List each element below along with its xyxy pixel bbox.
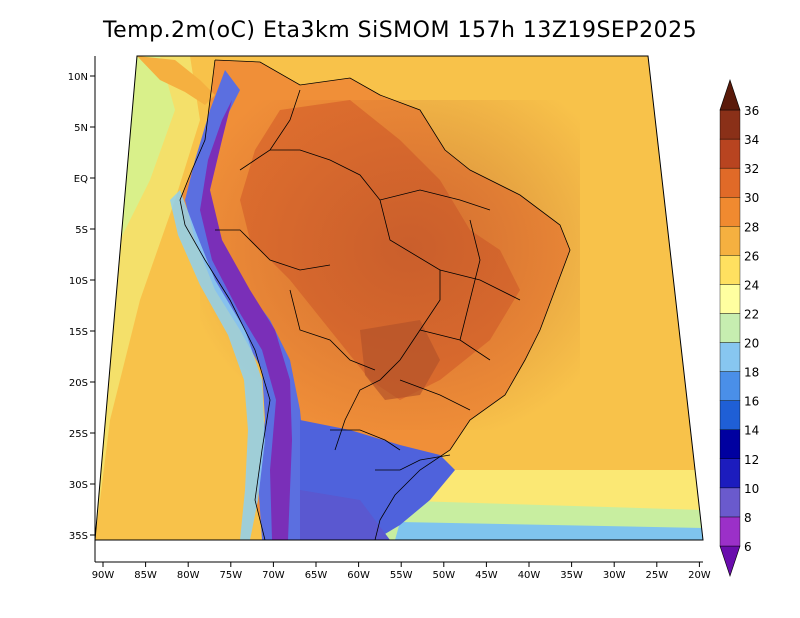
colorbar-band [719, 429, 741, 460]
colorbar-band [719, 458, 741, 489]
colorbar-label: 24 [744, 278, 759, 292]
colorbar-label: 26 [744, 249, 759, 263]
lon-label: 80W [177, 570, 200, 581]
colorbar-label: 10 [744, 482, 759, 496]
lon-label: 50W [432, 570, 455, 581]
lon-label: 30W [603, 570, 626, 581]
colorbar-band [719, 313, 741, 343]
brazil-state-line-5 [459, 219, 481, 341]
lon-label: 40W [518, 570, 541, 581]
lon-label: 90W [92, 570, 115, 581]
colorbar-band [719, 226, 741, 256]
colorbar-label: 14 [744, 424, 759, 438]
colorbar-band [719, 109, 741, 140]
lon-label: 55W [390, 570, 413, 581]
latitude-axis: 10N 5N EQ 5S 10S 15S 20S 25S 30S 35S [68, 56, 96, 562]
colorbar-label: 32 [744, 162, 759, 176]
lat-label: 5S [75, 225, 88, 236]
lat-label: 15S [69, 327, 88, 338]
south-atlantic-cold-band [395, 522, 703, 540]
patagonia-cold [300, 490, 390, 540]
lat-label: 25S [69, 429, 88, 440]
colorbar-band [719, 342, 741, 372]
colorbar-label: 6 [744, 540, 752, 554]
bolivia-border [289, 289, 376, 371]
lon-label: 35W [560, 570, 583, 581]
lat-label: 30S [69, 480, 88, 491]
colorbar-band [719, 516, 741, 547]
lon-label: 45W [475, 570, 498, 581]
colorbar-label: 12 [744, 453, 759, 467]
central-america-land [137, 56, 215, 105]
lon-label: 75W [219, 570, 242, 581]
colorbar-band [719, 255, 741, 285]
longitude-axis: 90W 85W 80W 75W 70W 65W 60W 55W 50W 45W 40W 35W 30W 2… [92, 561, 711, 581]
lat-label: EQ [74, 174, 88, 185]
colorbar-arrow-low [719, 545, 741, 577]
lon-label: 85W [134, 570, 157, 581]
colorbar-band [719, 487, 741, 518]
lon-label: 20W [688, 570, 711, 581]
colorbar-label: 34 [744, 133, 759, 147]
colorbar-band [719, 371, 741, 401]
colorbar-label: 20 [744, 337, 759, 351]
colorbar-band [719, 196, 741, 227]
andes-coldest-band [200, 100, 292, 540]
map-domain-outline [94, 55, 704, 541]
lat-label: 10N [68, 72, 88, 83]
uruguay-border [375, 454, 451, 471]
colorbar-label: 28 [744, 220, 759, 234]
lon-label: 25W [645, 570, 668, 581]
lon-label: 65W [305, 570, 328, 581]
colorbar-label: 16 [744, 395, 759, 409]
paraguay-border [330, 429, 401, 451]
colorbar: 6 8 10 12 14 16 18 20 22 24 26 28 30 32 34 36 [719, 79, 759, 577]
colorbar-band [719, 284, 741, 314]
colorbar-label: 8 [744, 511, 752, 525]
lat-label: 5N [74, 123, 88, 134]
country-borders [179, 59, 571, 541]
colorbar-label: 36 [744, 104, 759, 118]
lon-label: 60W [347, 570, 370, 581]
colorbar-band [719, 138, 741, 169]
map-title: Temp.2m(oC) Eta3km SiSMOM 157h 13Z19SEP2… [102, 18, 698, 43]
lat-label: 20S [69, 378, 88, 389]
colorbar-label: 22 [744, 307, 759, 321]
lon-label: 70W [262, 570, 285, 581]
brazil-state-line-1 [379, 189, 491, 211]
pacific-coast-strip [170, 190, 265, 540]
map-field [95, 56, 703, 540]
atlantic-coastline [214, 59, 571, 541]
brazil-state-line-4 [399, 379, 471, 411]
peru-north-border [215, 229, 331, 271]
colorbar-label: 18 [744, 366, 759, 380]
colombia-border [239, 89, 301, 171]
brazil-west-border [270, 149, 441, 451]
colorbar-band [719, 400, 741, 430]
lat-label: 35S [69, 531, 88, 542]
colorbar-label: 30 [744, 191, 759, 205]
brazil-state-line-2 [439, 269, 521, 301]
colorbar-arrow-high [719, 79, 741, 111]
lat-label: 10S [69, 276, 88, 287]
colorbar-band [719, 167, 741, 198]
pacific-coastline [179, 59, 271, 541]
